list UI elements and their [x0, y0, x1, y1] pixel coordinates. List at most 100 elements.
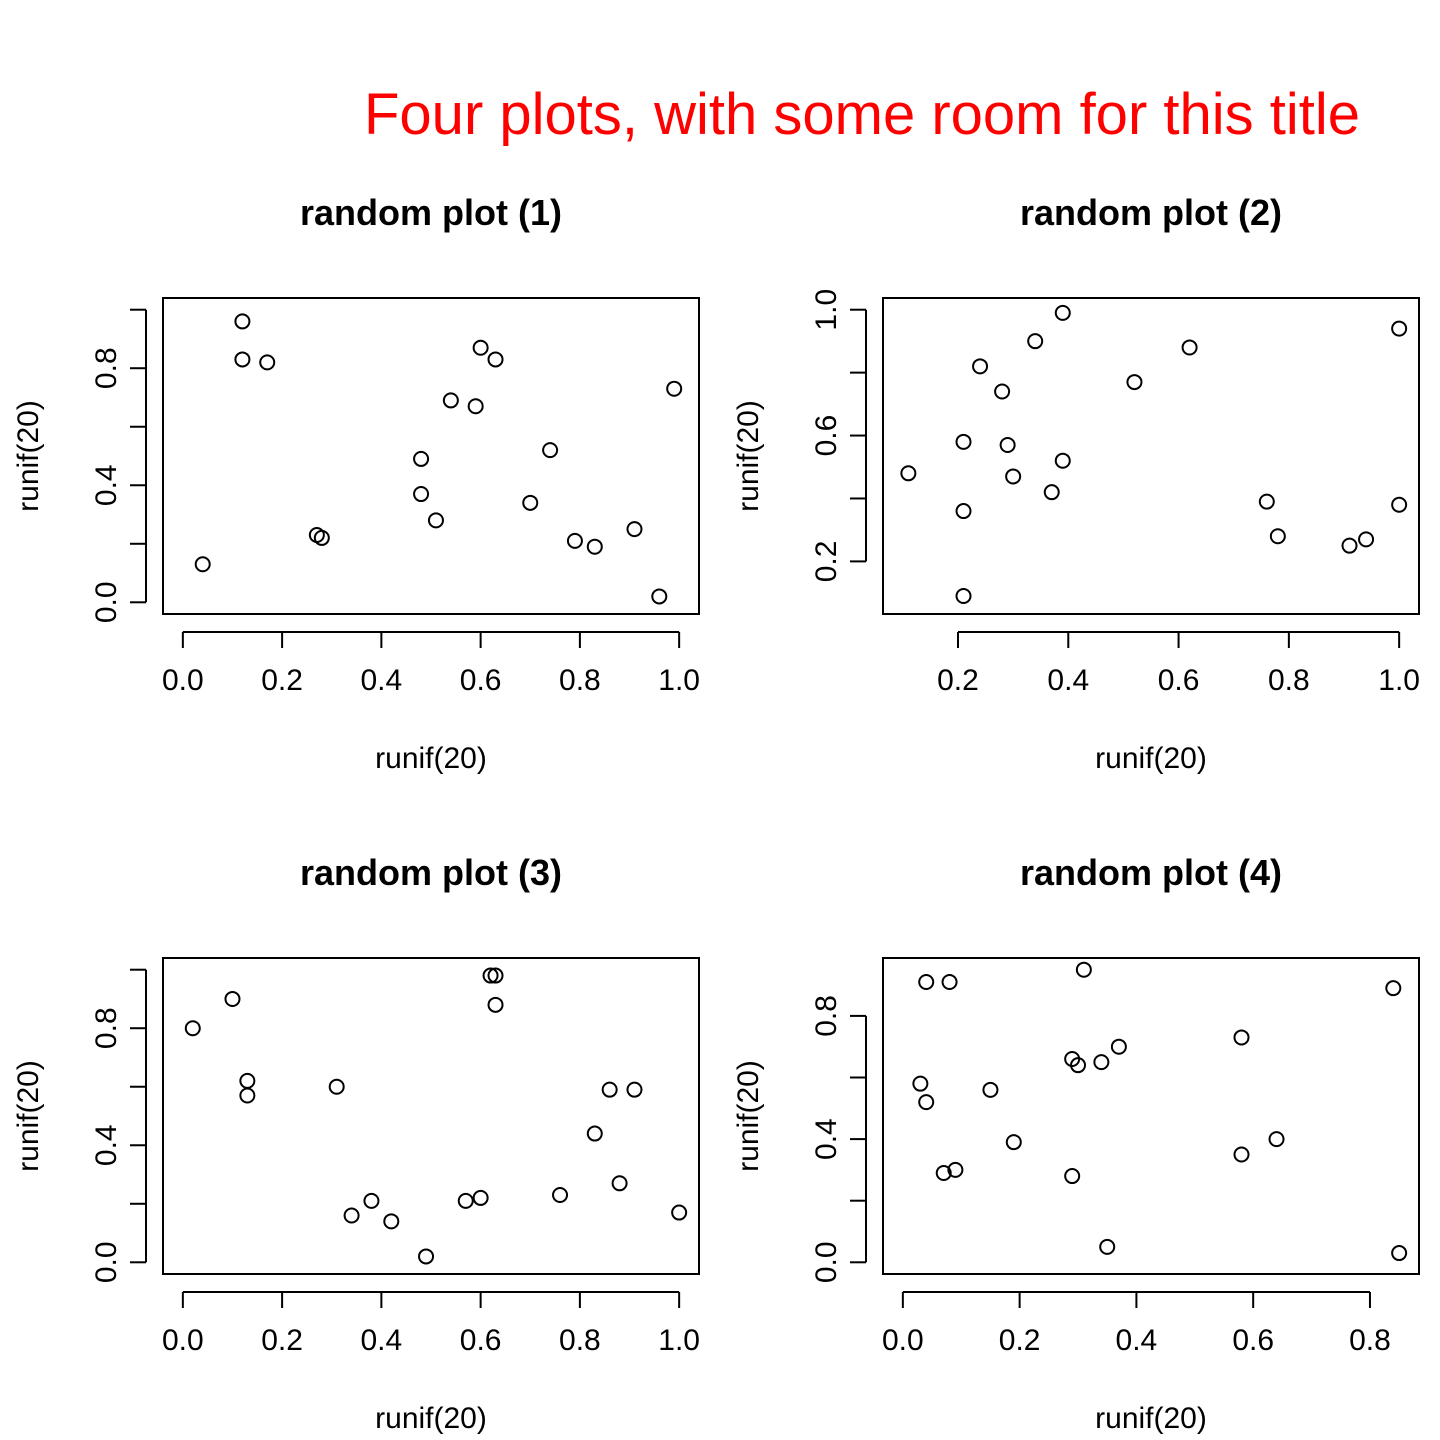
x-tick-label: 0.8 — [1349, 1324, 1391, 1357]
x-tick-label: 0.2 — [261, 1324, 303, 1357]
data-point — [626, 521, 643, 538]
data-point — [472, 339, 489, 356]
data-point — [194, 556, 211, 573]
plot-frame — [882, 297, 1420, 615]
x-tick-label: 0.4 — [1047, 664, 1089, 697]
x-tick-label: 0.6 — [460, 1324, 502, 1357]
panel-title: random plot (2) — [1020, 192, 1282, 233]
y-axis-label: runif(20) — [12, 400, 45, 512]
data-point — [328, 1078, 345, 1095]
y-tick-label: 0.6 — [810, 415, 843, 457]
data-point — [383, 1213, 400, 1230]
x-tick-label: 0.8 — [559, 664, 601, 697]
data-point — [651, 588, 668, 605]
data-point — [427, 512, 444, 529]
y-tick-label: 0.8 — [810, 995, 843, 1037]
figure-title: Four plots, with some room for this titl… — [364, 82, 1360, 147]
y-tick-label: 0.2 — [810, 541, 843, 583]
y-axis-label: runif(20) — [732, 400, 765, 512]
data-point — [566, 532, 583, 549]
plot-frame — [162, 957, 700, 1275]
y-tick-label: 0.0 — [810, 1241, 843, 1283]
x-tick-label: 0.0 — [162, 664, 204, 697]
data-point — [1005, 468, 1022, 485]
y-axis-label: runif(20) — [732, 1060, 765, 1172]
x-tick-label: 0.8 — [559, 1324, 601, 1357]
y-tick-label: 0.0 — [90, 1241, 123, 1283]
data-point — [994, 383, 1011, 400]
x-axis-label: runif(20) — [1095, 1402, 1207, 1435]
x-tick-label: 0.0 — [882, 1324, 924, 1357]
data-point — [982, 1081, 999, 1098]
y-tick-label: 0.4 — [90, 464, 123, 506]
data-point — [626, 1081, 643, 1098]
data-point — [224, 990, 241, 1007]
data-point — [955, 433, 972, 450]
data-point — [522, 494, 539, 511]
y-tick-label: 0.4 — [90, 1124, 123, 1166]
data-point — [552, 1187, 569, 1203]
data-point — [1110, 1038, 1127, 1055]
data-point — [586, 1125, 603, 1142]
x-tick-label: 1.0 — [658, 1324, 700, 1357]
y-tick-label: 0.4 — [810, 1118, 843, 1160]
data-point — [999, 436, 1016, 453]
data-point — [467, 398, 484, 415]
data-point — [1385, 980, 1402, 997]
data-point — [955, 503, 972, 520]
data-point — [1070, 1057, 1087, 1074]
data-point — [1269, 528, 1286, 545]
data-point — [1054, 452, 1071, 469]
data-point — [239, 1087, 256, 1104]
data-point — [935, 1164, 952, 1181]
data-point — [482, 967, 499, 984]
data-point — [1268, 1131, 1285, 1148]
data-point — [1233, 1146, 1250, 1163]
data-point — [239, 1072, 256, 1089]
x-axis-label: runif(20) — [375, 742, 487, 775]
data-point — [1391, 496, 1408, 513]
data-point — [1126, 374, 1143, 391]
data-point — [912, 1075, 929, 1092]
data-point — [184, 1020, 201, 1037]
data-point — [601, 1081, 618, 1098]
data-point — [457, 1192, 474, 1209]
data-point — [487, 351, 504, 368]
data-point — [259, 354, 276, 371]
x-tick-label: 0.6 — [460, 664, 502, 697]
data-point — [1341, 537, 1358, 554]
data-point — [1358, 531, 1375, 548]
data-point — [413, 450, 430, 467]
data-point — [1181, 339, 1198, 356]
data-point — [472, 1189, 489, 1206]
data-point — [586, 538, 603, 555]
data-point — [947, 1161, 964, 1178]
data-point — [1093, 1054, 1110, 1071]
y-tick-label: 0.8 — [90, 347, 123, 389]
plot-frame — [882, 957, 1420, 1275]
plot-frame — [162, 297, 700, 615]
x-tick-label: 0.6 — [1158, 664, 1200, 697]
data-point — [487, 967, 504, 984]
data-point — [1054, 304, 1071, 321]
data-point — [671, 1204, 688, 1221]
data-point — [442, 392, 459, 409]
x-axis-label: runif(20) — [1095, 742, 1207, 775]
data-point — [487, 996, 504, 1013]
data-point — [1075, 961, 1092, 978]
data-point — [418, 1248, 435, 1265]
data-point — [918, 974, 935, 991]
data-point — [542, 442, 559, 459]
data-point — [234, 313, 251, 330]
y-tick-label: 0.0 — [90, 581, 123, 623]
x-tick-label: 0.2 — [261, 664, 303, 697]
panel-title: random plot (3) — [300, 852, 562, 893]
plot-panel-2: random plot (2) 0.2 0.4 0.6 0.8 1.0 0.2 0.6 1.0 r… — [732, 192, 1420, 775]
data-point — [666, 380, 683, 397]
data-point — [941, 974, 958, 991]
data-point — [1005, 1134, 1022, 1151]
data-point — [1391, 320, 1408, 337]
data-point — [363, 1192, 380, 1209]
plot-panels: random plot (1) 0.0 0.2 0.4 0.6 0.8 1.0 0.0 0.4 0… — [12, 192, 1420, 1435]
